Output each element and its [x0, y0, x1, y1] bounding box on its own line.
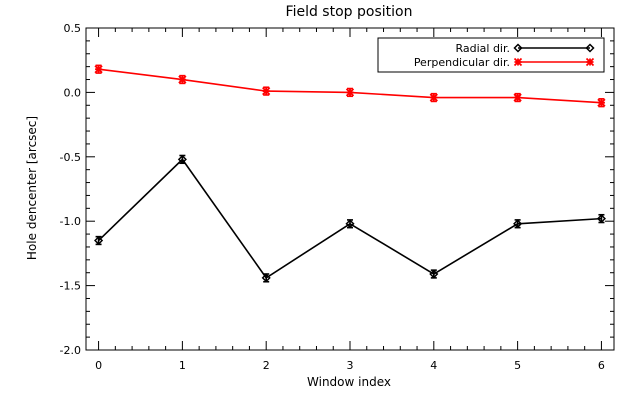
x-axis-label: Window index — [307, 375, 391, 389]
data-point — [178, 75, 187, 84]
legend-marker — [513, 57, 523, 67]
series-perpendicular — [94, 64, 606, 108]
y-tick-label: -2.0 — [60, 344, 81, 357]
data-point — [596, 214, 606, 224]
x-tick-label: 5 — [514, 359, 521, 372]
data-point — [429, 269, 439, 279]
x-tick-label: 6 — [598, 359, 605, 372]
data-point — [597, 98, 606, 107]
data-point — [261, 273, 271, 283]
y-tick-label: -0.5 — [60, 151, 81, 164]
data-point — [94, 235, 104, 246]
legend-label-radial: Radial dir. — [455, 42, 510, 55]
data-point — [345, 219, 355, 229]
plot-frame — [85, 27, 615, 351]
legend-marker — [585, 43, 595, 53]
legend-label-perpendicular: Perpendicular dir. — [414, 56, 510, 69]
data-point — [345, 88, 355, 97]
y-tick-label: -1.5 — [60, 280, 81, 293]
plot-data — [94, 64, 606, 283]
data-point — [513, 219, 523, 229]
series-line-perpendicular — [98, 68, 602, 104]
x-tick-label: 3 — [347, 359, 354, 372]
axes: 0 1 2 3 4 5 6 0.5 0.0 -0.5 -1.0 -1.5 -2.0 — [60, 22, 615, 372]
data-point — [177, 154, 187, 164]
legend-marker — [513, 43, 523, 53]
chart-title: Field stop position — [286, 4, 413, 20]
series-radial — [94, 154, 606, 283]
data-point — [429, 93, 438, 102]
data-point — [513, 93, 522, 102]
series-line-radial — [98, 158, 602, 279]
legend-box — [377, 37, 605, 73]
x-tick-label: 0 — [95, 359, 102, 372]
data-point — [262, 86, 271, 96]
y-tick-label: 0.5 — [64, 22, 82, 35]
legend: Radial dir.Perpendicular dir. — [377, 37, 605, 73]
y-axis-label: Hole dencenter [arcsec] — [25, 116, 39, 260]
y-tick-label: -1.0 — [60, 215, 81, 228]
data-point — [94, 65, 103, 74]
y-tick-label: 0.0 — [64, 86, 82, 99]
legend-marker — [585, 57, 595, 67]
x-tick-label: 2 — [263, 359, 270, 372]
x-tick-label: 4 — [430, 359, 437, 372]
x-tick-label: 1 — [179, 359, 186, 372]
